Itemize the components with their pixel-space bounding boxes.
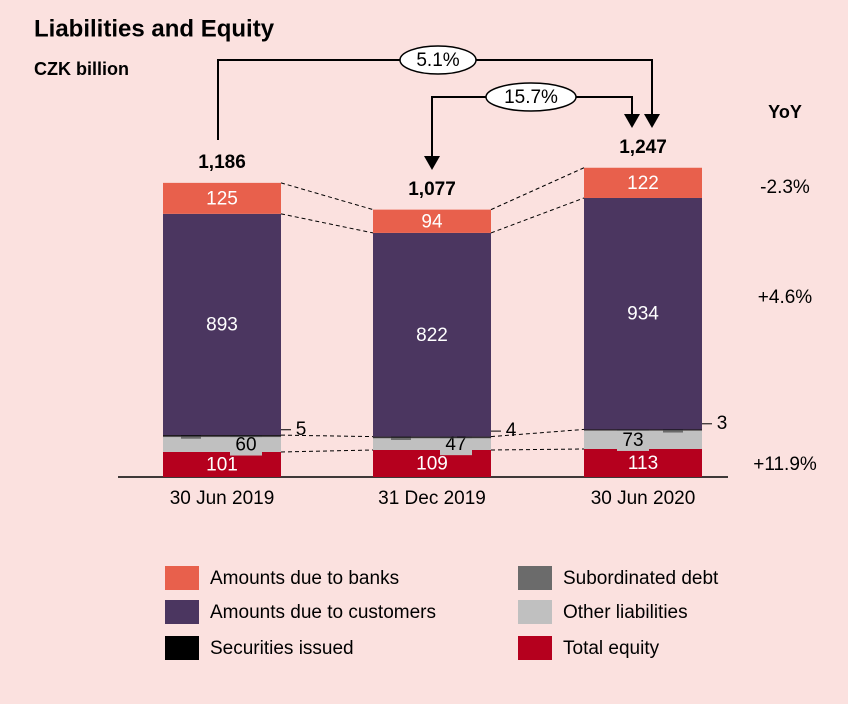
legend-label: Other liabilities bbox=[563, 602, 688, 623]
chart-title: Liabilities and Equity bbox=[34, 15, 275, 42]
legend-label: Amounts due to banks bbox=[210, 568, 399, 589]
bar-segment bbox=[373, 438, 491, 450]
segment-label: 3 bbox=[717, 413, 728, 434]
connector bbox=[280, 213, 374, 234]
connector bbox=[280, 182, 374, 211]
bar-segment bbox=[584, 448, 702, 477]
connector bbox=[490, 428, 585, 438]
legend-label: Subordinated debt bbox=[563, 568, 719, 589]
growth-bubble bbox=[399, 45, 477, 75]
bar-segment bbox=[163, 451, 281, 477]
connector bbox=[280, 434, 374, 438]
growth-arrows bbox=[217, 59, 653, 160]
legend-swatch bbox=[518, 566, 552, 590]
segment-label: 122 bbox=[627, 173, 659, 194]
segment-label: 934 bbox=[627, 304, 659, 325]
segment-label: 822 bbox=[416, 325, 448, 346]
bar-segment bbox=[584, 167, 702, 198]
label-box bbox=[617, 428, 649, 451]
total-label: 1,077 bbox=[408, 179, 456, 200]
bar-segment bbox=[373, 209, 491, 233]
bar-segment bbox=[163, 213, 281, 436]
legend-swatch bbox=[165, 636, 199, 660]
legend-swatch bbox=[165, 566, 199, 590]
bar-segment bbox=[163, 437, 281, 452]
total-label: 1,247 bbox=[619, 137, 667, 158]
bar-segment bbox=[584, 197, 702, 430]
segment-label: 101 bbox=[206, 455, 238, 476]
bar-segment bbox=[163, 436, 281, 438]
x-tick-label: 31 Dec 2019 bbox=[378, 488, 486, 509]
yoy-title: YoY bbox=[768, 102, 802, 122]
segment-label: 5 bbox=[296, 419, 307, 440]
legend-swatch bbox=[518, 600, 552, 624]
yoy-label: +4.6% bbox=[758, 287, 813, 308]
segment-label: 113 bbox=[628, 453, 658, 474]
bar-segment bbox=[373, 232, 491, 437]
arrow-heads bbox=[424, 114, 660, 170]
legend-swatch bbox=[518, 636, 552, 660]
segment-label: 60 bbox=[235, 435, 256, 456]
bar-segment bbox=[584, 429, 702, 431]
connector bbox=[490, 167, 585, 211]
total-label: 1,186 bbox=[198, 152, 246, 173]
legend-label: Amounts due to customers bbox=[210, 602, 436, 623]
x-tick-label: 30 Jun 2019 bbox=[170, 488, 275, 509]
segment-label: 73 bbox=[622, 430, 643, 451]
bar-segment bbox=[584, 430, 702, 431]
bar-segment bbox=[373, 436, 491, 438]
bar-segment bbox=[163, 435, 281, 437]
label-box bbox=[230, 433, 262, 456]
legend-swatch bbox=[165, 600, 199, 624]
legend-label: Total equity bbox=[563, 638, 660, 659]
chart-subtitle: CZK billion bbox=[34, 59, 129, 79]
growth-label: 15.7% bbox=[504, 87, 558, 108]
growth-label: 5.1% bbox=[416, 50, 459, 71]
segment-label: 94 bbox=[421, 211, 443, 232]
segment-label: 125 bbox=[206, 188, 238, 209]
label-box bbox=[440, 433, 472, 456]
segment-label: 109 bbox=[416, 454, 448, 475]
segment-label: 4 bbox=[506, 420, 517, 441]
segment-label: 47 bbox=[445, 434, 466, 455]
segment-label: 893 bbox=[206, 314, 238, 335]
connector bbox=[490, 448, 585, 451]
legend-label: Securities issued bbox=[210, 638, 354, 659]
bar-segment bbox=[373, 437, 491, 439]
x-tick-label: 30 Jun 2020 bbox=[591, 488, 696, 509]
connector bbox=[280, 449, 374, 453]
bar-segment bbox=[163, 182, 281, 214]
connector bbox=[490, 197, 585, 234]
yoy-label: +11.9% bbox=[753, 454, 817, 475]
yoy-label: -2.3% bbox=[760, 177, 810, 198]
growth-bubble bbox=[485, 82, 577, 112]
